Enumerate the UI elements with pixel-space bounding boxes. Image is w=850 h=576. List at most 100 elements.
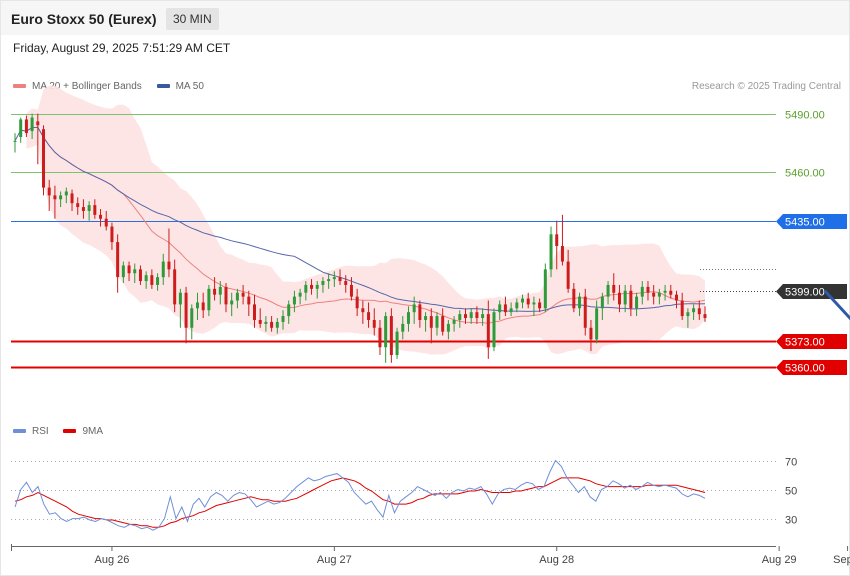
candle-body: [492, 312, 496, 348]
timeframe-badge[interactable]: 30 MIN: [166, 8, 219, 30]
candle-body: [292, 296, 296, 305]
chart-datetime: Friday, August 29, 2025 7:51:29 AM CET: [13, 41, 231, 55]
candle-body: [543, 269, 547, 309]
candle-body: [310, 284, 314, 289]
candle: [298, 288, 302, 305]
candle: [116, 234, 120, 293]
candle-body: [247, 296, 251, 305]
candle-body: [304, 284, 308, 293]
candle-body: [435, 316, 439, 328]
candle-body: [452, 319, 456, 324]
candle-body: [218, 286, 222, 295]
candle-body: [344, 281, 348, 285]
candle-body: [498, 304, 502, 313]
candle-body: [697, 308, 701, 315]
candle-body: [629, 290, 633, 309]
candle: [429, 308, 433, 344]
candle-body: [606, 284, 610, 297]
candle-body: [361, 308, 365, 313]
candle-body: [589, 327, 593, 340]
candle-body: [235, 292, 239, 301]
candle-body: [412, 304, 416, 313]
candle: [195, 292, 199, 320]
candle-body: [674, 294, 678, 301]
candle: [441, 308, 445, 336]
candle: [292, 290, 296, 313]
candle-body: [646, 286, 650, 293]
candle-body: [30, 117, 34, 132]
candle: [424, 312, 428, 332]
candle: [555, 220, 559, 270]
candle-body: [406, 312, 410, 324]
candle: [275, 318, 279, 334]
candle: [30, 113, 34, 139]
candle-body: [526, 298, 530, 305]
candle-body: [275, 321, 279, 328]
chart-header: Euro Stoxx 50 (Eurex) 30 MIN: [1, 1, 849, 35]
candle-body: [532, 302, 536, 305]
candle: [355, 288, 359, 317]
candle: [572, 282, 576, 313]
candle-body: [281, 316, 285, 322]
candle-body: [70, 193, 74, 204]
candle-body: [150, 275, 154, 285]
candle: [315, 281, 319, 299]
candle: [384, 312, 388, 363]
candle: [560, 214, 564, 266]
candle-body: [503, 304, 507, 313]
candle: [652, 284, 656, 305]
candle: [258, 308, 262, 328]
candle: [446, 319, 450, 340]
candle: [526, 292, 530, 309]
candle-body: [555, 234, 559, 246]
x-tick-label: Aug 29: [762, 554, 797, 566]
candle: [287, 300, 291, 324]
candle: [503, 296, 507, 317]
candle-body: [315, 284, 319, 289]
candles: [13, 113, 707, 363]
candle-body: [201, 302, 205, 311]
candle-body: [230, 300, 234, 305]
candle: [190, 304, 194, 340]
level-label: 5490.00: [785, 110, 825, 122]
candle: [332, 271, 336, 287]
candle: [156, 273, 160, 291]
candle-body: [133, 269, 137, 274]
candle: [247, 290, 251, 317]
candle-body: [87, 205, 91, 211]
candle-body: [338, 277, 342, 282]
candle: [173, 259, 177, 313]
candle: [361, 300, 365, 324]
candle-body: [298, 292, 302, 297]
candle: [133, 263, 137, 283]
candle-body: [42, 129, 46, 188]
candle-body: [463, 314, 467, 319]
candle: [230, 292, 234, 317]
candle: [686, 308, 690, 328]
candle: [663, 284, 667, 301]
candle: [452, 316, 456, 332]
price-legend: MA 20 + Bollinger Bands MA 50: [13, 81, 216, 92]
legend-rsi: RSI: [13, 426, 49, 437]
legend-ma50: MA 50: [156, 81, 204, 92]
candle: [543, 263, 547, 313]
rsi-tick-label: 50: [785, 486, 797, 498]
level-tag: [776, 360, 847, 375]
price-levels: 5490.00 5460.00 5435.00 5399.00 5373.00 5360.…: [11, 110, 847, 375]
candle: [13, 133, 17, 153]
candle: [435, 312, 439, 336]
candle: [127, 261, 131, 282]
candle-body: [389, 316, 393, 356]
rsi-tick-label: 70: [785, 457, 797, 469]
candle: [281, 310, 285, 330]
candle: [515, 298, 519, 313]
candle-body: [93, 205, 97, 215]
candle: [532, 296, 536, 317]
candle-body: [566, 261, 570, 289]
candle-body: [446, 323, 450, 332]
candle-body: [121, 265, 125, 278]
candle: [395, 327, 399, 359]
candle: [304, 281, 308, 301]
candle: [566, 249, 570, 293]
